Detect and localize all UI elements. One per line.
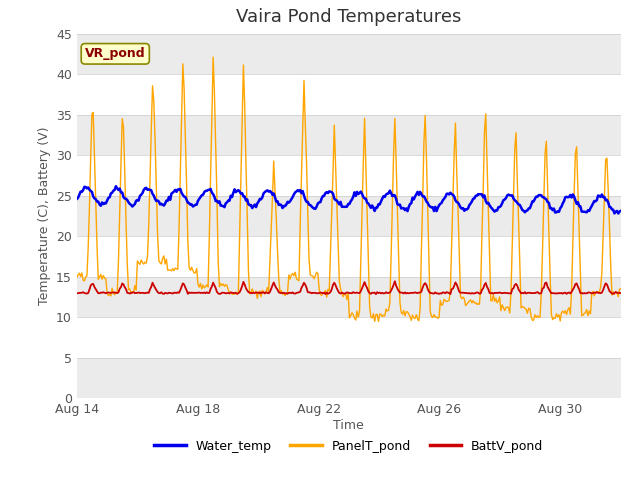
Y-axis label: Temperature (C), Battery (V): Temperature (C), Battery (V)	[38, 127, 51, 305]
X-axis label: Time: Time	[333, 419, 364, 432]
PanelT_pond	[453, 168, 461, 174]
Water_temp	[452, 197, 460, 203]
Bar	[77, 277, 621, 317]
PanelT_pond	[574, 187, 582, 192]
BattV_pond	[506, 290, 513, 296]
Bar	[77, 74, 621, 115]
BattV_pond	[574, 284, 582, 289]
Legend: Water_temp, PanelT_pond, BattV_pond: Water_temp, PanelT_pond, BattV_pond	[149, 435, 548, 458]
Line: Water_temp: Water_temp	[77, 186, 621, 214]
BattV_pond	[372, 291, 380, 297]
BattV_pond	[115, 289, 122, 295]
PanelT_pond	[391, 116, 399, 121]
PanelT_pond	[371, 319, 378, 324]
Water_temp	[116, 186, 124, 192]
BattV_pond	[495, 290, 502, 296]
BattV_pond	[390, 282, 397, 288]
Water_temp	[504, 192, 512, 197]
Line: BattV_pond: BattV_pond	[77, 281, 621, 294]
Bar	[77, 317, 621, 358]
PanelT_pond	[73, 275, 81, 280]
PanelT_pond	[115, 258, 122, 264]
Water_temp	[73, 196, 81, 202]
Water_temp	[614, 211, 622, 216]
Bar	[77, 34, 621, 74]
BattV_pond	[617, 290, 625, 296]
Title: Vaira Pond Temperatures: Vaira Pond Temperatures	[236, 9, 461, 26]
Water_temp	[573, 201, 580, 207]
PanelT_pond	[495, 299, 502, 304]
Bar	[77, 155, 621, 196]
Text: VR_pond: VR_pond	[85, 48, 145, 60]
Water_temp	[617, 208, 625, 214]
Water_temp	[112, 183, 120, 189]
BattV_pond	[391, 278, 399, 284]
PanelT_pond	[617, 286, 625, 291]
Water_temp	[390, 192, 397, 198]
BattV_pond	[73, 290, 81, 296]
Bar	[77, 196, 621, 236]
PanelT_pond	[506, 310, 513, 316]
Bar	[77, 358, 621, 398]
BattV_pond	[453, 282, 461, 288]
Bar	[77, 236, 621, 277]
PanelT_pond	[209, 54, 217, 60]
Water_temp	[493, 208, 501, 214]
Line: PanelT_pond: PanelT_pond	[77, 57, 621, 322]
Bar	[77, 115, 621, 155]
